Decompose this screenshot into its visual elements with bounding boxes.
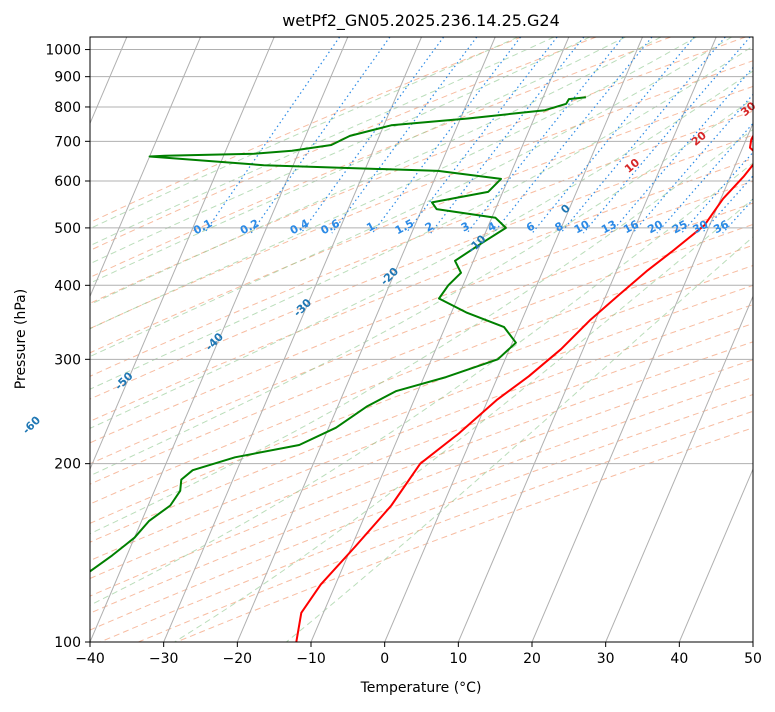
dry-adiabat-label: -30 xyxy=(291,296,314,319)
isotherm-line xyxy=(753,37,775,642)
chart-title: wetPf2_GN05.2025.236.14.25.G24 xyxy=(282,11,560,31)
mixing-ratio-line xyxy=(205,37,340,233)
mixing-ratio-label: 25 xyxy=(670,218,690,237)
moist-adiabat-label: 30 xyxy=(738,99,758,119)
isotherm-line xyxy=(458,37,716,642)
moist-adiabat-line xyxy=(0,37,661,642)
x-tick-label: −10 xyxy=(296,651,326,667)
y-tick-label: 500 xyxy=(54,221,81,237)
dewpoint-profile-line xyxy=(0,97,586,642)
dry-adiabat-line xyxy=(24,37,775,642)
mixing-ratio-line xyxy=(494,37,653,233)
dry-adiabat-label: -60 xyxy=(20,413,43,436)
y-tick-label: 700 xyxy=(54,134,81,150)
dry-adiabat-line xyxy=(177,37,775,642)
mixing-ratio-line xyxy=(702,37,775,233)
mixing-ratio-line xyxy=(251,37,390,233)
mixing-ratio-label: 10 xyxy=(572,218,592,237)
x-tick-label: 20 xyxy=(523,651,541,667)
y-tick-label: 800 xyxy=(54,100,81,116)
y-tick-label: 900 xyxy=(54,70,81,86)
moist-adiabat-line xyxy=(0,37,554,642)
y-tick-label: 1000 xyxy=(45,43,81,59)
isotherm-line xyxy=(0,37,201,642)
x-tick-label: −40 xyxy=(75,651,105,667)
mixing-ratio-label: 13 xyxy=(599,218,619,237)
moist-adiabat-line xyxy=(0,37,696,642)
x-tick-label: 40 xyxy=(670,651,688,667)
mixing-ratio-label: 0.2 xyxy=(238,217,261,238)
x-tick-label: 50 xyxy=(744,651,762,667)
dry-adiabat-line xyxy=(62,37,775,642)
moist-adiabat-line xyxy=(175,37,775,642)
y-tick-label: 100 xyxy=(54,635,81,651)
x-tick-label: 30 xyxy=(597,651,615,667)
y-tick-label: 200 xyxy=(54,457,81,473)
dry-adiabat-line xyxy=(0,37,521,642)
mixing-ratio-label: 20 xyxy=(645,218,665,237)
temperature-profile-line xyxy=(296,97,768,642)
dry-adiabat-label: -20 xyxy=(378,265,401,288)
x-tick-label: −20 xyxy=(223,651,253,667)
moist-adiabat-label: 10 xyxy=(622,156,642,176)
isotherm-line xyxy=(679,37,775,642)
y-tick-label: 600 xyxy=(54,174,81,190)
y-axis-title: Pressure (hPa) xyxy=(13,289,29,389)
isotherm-line xyxy=(16,37,274,642)
dry-adiabat-label: -40 xyxy=(203,330,226,353)
mixing-ratio-label: 1.5 xyxy=(393,217,416,238)
mixing-ratio-label: 0.4 xyxy=(288,217,312,238)
mixing-ratio-line xyxy=(723,37,775,233)
x-tick-label: 10 xyxy=(449,651,467,667)
moist-adiabat-line xyxy=(286,37,775,642)
mixing-ratio-label: 1 xyxy=(364,219,377,234)
mixing-ratio-line xyxy=(406,37,557,233)
moist-adiabat-line xyxy=(0,37,590,642)
mixing-ratio-label: 4 xyxy=(485,219,498,234)
dry-adiabat-line xyxy=(0,37,596,642)
y-tick-label: 300 xyxy=(54,352,81,368)
mixing-ratio-label: 0.1 xyxy=(191,217,214,238)
mixing-ratio-label: 6 xyxy=(524,219,537,234)
mixing-ratio-label: 3 xyxy=(459,219,472,234)
x-axis-title: Temperature (°C) xyxy=(360,680,482,696)
mixing-ratio-label: 2 xyxy=(423,219,436,234)
isotherm-line xyxy=(237,37,495,642)
dry-adiabat-line xyxy=(100,37,775,642)
mixing-ratio-line xyxy=(372,37,520,233)
x-tick-label: 0 xyxy=(380,651,389,667)
mixing-ratio-line xyxy=(583,37,750,233)
y-tick-label: 400 xyxy=(54,278,81,294)
mixing-ratio-label: 0.6 xyxy=(319,217,343,238)
dry-adiabat-label: -50 xyxy=(112,369,135,392)
x-tick-label: −30 xyxy=(149,651,179,667)
